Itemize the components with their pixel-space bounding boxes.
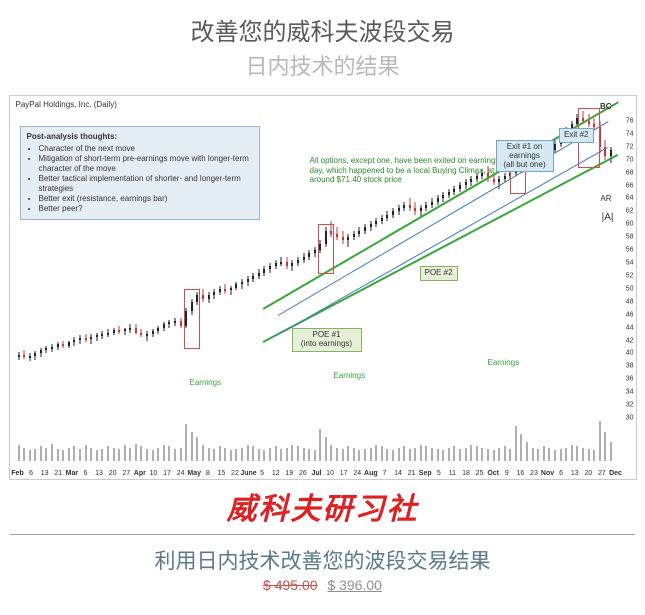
post-analysis-box: Post-analysis thoughts: Character of the… (20, 126, 260, 220)
page-title: 改善您的威科夫波段交易 (0, 12, 645, 47)
chart-y-axis: 3032343638404244464850525456586062646668… (618, 108, 634, 417)
exit1-label: Exit #1 on earnings (all but one) (496, 140, 554, 172)
price-line: $ 495.00 $ 396.00 (0, 577, 645, 603)
stock-chart: PayPal Holdings, Inc. (Daily) 3032343638… (9, 95, 637, 480)
earnings-label-1: Earnings (190, 378, 222, 387)
earnings-label-3: Earnings (488, 358, 520, 367)
post-analysis-title: Post-analysis thoughts: (27, 132, 253, 142)
poe2-label: POE #2 (420, 266, 458, 281)
exit2-label: Exit #2 (559, 128, 593, 143)
chart-volume-area (18, 417, 614, 461)
page-subtitle: 日内技术的结果 (0, 49, 645, 81)
price-old: $ 495.00 (263, 577, 318, 593)
a-label: |A| (602, 212, 614, 223)
bc-label: BC (600, 102, 612, 111)
poe1-label: POE #1 (into earnings) (292, 328, 362, 352)
ar-label: AR (600, 194, 611, 203)
chart-x-axis: Feb61321Mar6132027Apr101724May81522June5… (18, 463, 614, 477)
brand-title: 威科夫研习社 (0, 480, 645, 534)
earnings-label-2: Earnings (334, 371, 366, 380)
product-subheading: 利用日内技术改善您的波段交易结果 (0, 535, 645, 577)
green-note: All options, except one, have been exite… (310, 156, 510, 185)
price-new: $ 396.00 (327, 577, 382, 593)
